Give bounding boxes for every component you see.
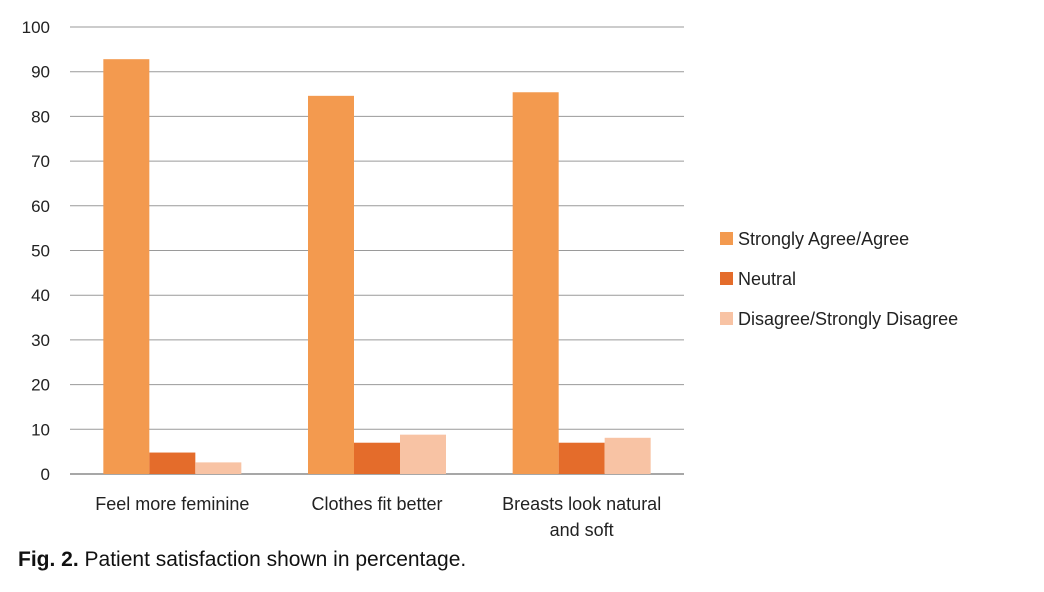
y-tick-label: 70 [31, 152, 50, 171]
y-tick-label: 90 [31, 63, 50, 82]
legend-label: Neutral [738, 269, 796, 289]
y-axis-tick-labels: 0 10 20 30 40 50 60 70 80 90 100 [22, 18, 50, 484]
bar-2-2 [354, 442, 400, 474]
bar-3-2 [400, 434, 446, 474]
bar-chart: 0 10 20 30 40 50 60 70 80 90 100 Feel more feminin… [21, 18, 959, 540]
x-category-label: Clothes fit better [311, 494, 442, 514]
bar-1-2 [308, 95, 354, 474]
legend-swatch [720, 272, 733, 285]
figure-caption-text: Patient satisfaction shown in percentage… [78, 548, 467, 571]
y-tick-label: 40 [31, 286, 50, 305]
y-tick-label: 100 [22, 18, 50, 37]
x-category-label: Breasts look natural [502, 494, 661, 514]
figure-caption-label: Fig. 2. [18, 548, 79, 571]
bar-1-3 [512, 92, 559, 475]
legend-label: Disagree/Strongly Disagree [738, 309, 958, 329]
y-tick-label: 50 [31, 242, 50, 261]
x-category-label: Feel more feminine [95, 494, 249, 514]
bar-3-3 [604, 437, 651, 474]
bar-3-1 [195, 462, 242, 474]
bar-2-3 [558, 442, 605, 474]
bar-2-1 [149, 452, 196, 474]
legend-swatch [720, 312, 733, 325]
legend: Strongly Agree/Agree Neutral Disagree/Stro… [720, 229, 958, 329]
y-tick-label: 10 [31, 420, 50, 439]
y-tick-label: 20 [31, 376, 50, 395]
legend-swatch [720, 232, 733, 245]
y-tick-label: 0 [41, 465, 50, 484]
x-category-label: and soft [550, 520, 614, 540]
y-tick-label: 60 [31, 197, 50, 216]
y-tick-label: 30 [31, 331, 50, 350]
x-axis-category-labels: Feel more feminine Clothes fit better Brea… [95, 494, 661, 540]
bar-1-1 [103, 59, 150, 475]
bars [103, 59, 651, 475]
y-tick-label: 80 [31, 107, 50, 126]
figure-caption: Fig. 2. Patient satisfaction shown in pe… [18, 548, 466, 572]
gridlines [70, 26, 684, 475]
legend-label: Strongly Agree/Agree [738, 229, 909, 249]
